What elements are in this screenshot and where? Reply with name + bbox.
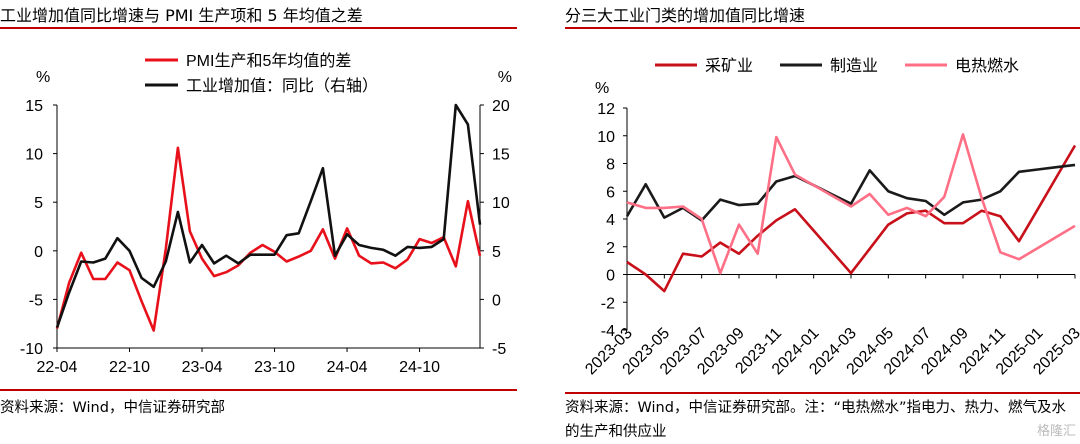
left-panel: 工业增加值同比增速与 PMI 生产项和 5 年均值之差 -10 -5 0 5 10 15-… [0,0,520,443]
right-y-tick-label: 5 [492,244,501,261]
left-y-tick-label: 10 [25,147,43,164]
right-y-tick-label: -5 [492,341,506,358]
x-tick-label: 23-10 [254,359,295,376]
left-title-rule [0,27,517,29]
series-line-pmi-gap [55,146,482,332]
left-y-tick-label: 0 [34,244,43,261]
left-chart-title: 工业增加值同比增速与 PMI 生产项和 5 年均值之差 [0,6,363,25]
left-y-unit: % [36,69,50,86]
legend-label-pmi-gap: PMI生产和5年均值的差 [186,52,351,70]
y-unit: % [595,80,609,97]
right-title-rule [565,27,1080,29]
y-tick-label: -2 [601,295,615,312]
right-source: 资料来源：Wind，中信证券研究部。注：“电热燃水”指电力、热力、燃气及水的生产… [565,400,1066,440]
y-tick-label: -4 [601,323,615,340]
series-line-mining [626,144,1077,293]
y-tick-label: 10 [597,129,615,146]
x-tick-label: 22-10 [109,359,150,376]
legend-label-industrial-output: 工业增加值：同比（右轴） [186,77,378,95]
right-y-tick-label: 15 [492,147,510,164]
watermark: 格隆汇 [1036,424,1076,439]
left-y-tick-label: 15 [25,98,43,115]
right-y-tick-label: 20 [492,98,510,115]
legend-mining-label: 采矿业 [705,57,753,75]
y-tick-label: 4 [606,212,615,229]
right-panel: 分三大工业门类的增加值同比增速 -4 -2 0 2 4 6 8 10 12% 2023-03 202… [565,0,1080,443]
left-bottom-rule [0,389,517,391]
x-tick-label: 22-04 [37,359,78,376]
right-y-tick-label: 0 [492,292,501,309]
left-chart: -10 -5 0 5 10 15 -5 0 5 10 15 20% % 22-04 22-10 23-04 23… [20,52,512,376]
x-tick-label: 24-04 [327,359,368,376]
y-tick-label: 12 [597,101,615,118]
series-line-manufacturing [625,163,1076,222]
legend-manufacturing-label: 制造业 [830,57,878,75]
left-y-tick-label: -10 [20,341,43,358]
left-source: 资料来源：Wind，中信证券研究部 [0,400,225,416]
y-tick-label: 0 [606,268,615,285]
legend-utilities-label: 电热燃水 [955,57,1019,75]
series-line-industrial-output [55,103,482,329]
left-y-tick-label: -5 [29,292,43,309]
left-y-tick-label: 5 [34,195,43,212]
y-tick-label: 6 [606,184,615,201]
series-line-utilities [626,133,1076,275]
right-chart-title: 分三大工业门类的增加值同比增速 [565,6,806,25]
y-tick-label: 2 [606,240,615,257]
y-tick-label: 8 [606,157,615,174]
right-y-tick-label: 10 [492,195,510,212]
right-bottom-rule [565,392,1080,394]
x-tick-label: 23-04 [182,359,223,376]
right-y-unit: % [498,69,512,86]
x-tick-label: 24-10 [399,359,440,376]
right-chart: -4-2024681012%2023-032023-052023-072023-… [582,57,1080,378]
